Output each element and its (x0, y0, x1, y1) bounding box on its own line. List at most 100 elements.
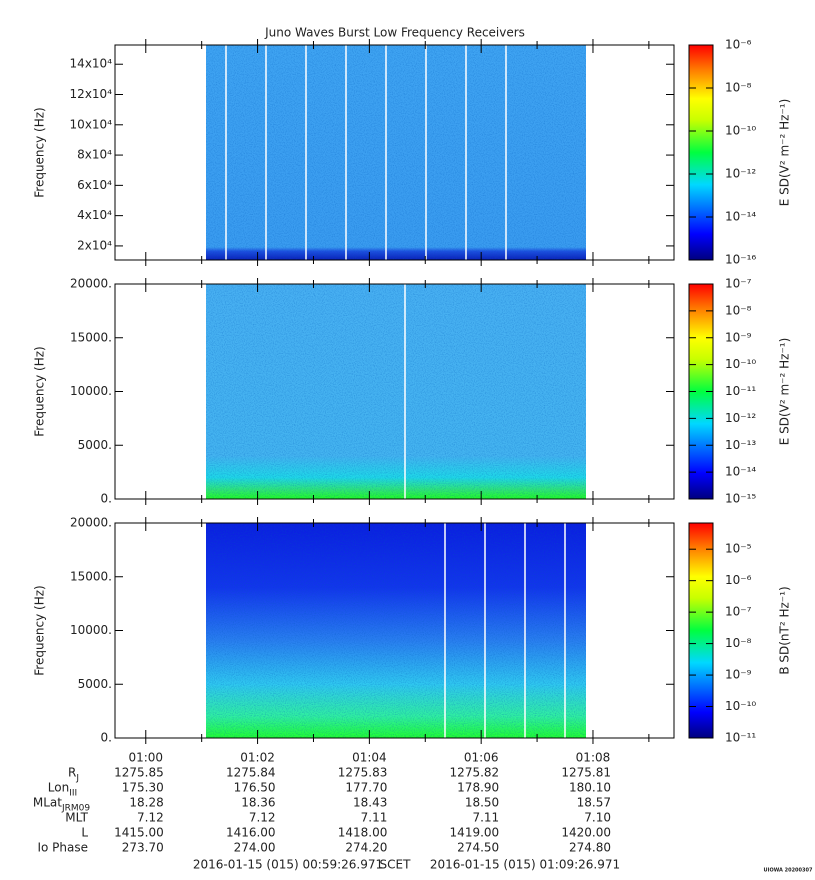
colorbar (688, 44, 714, 261)
ephemeris-value: 175.30 (122, 781, 164, 795)
y-tick-label: 15000. (70, 569, 112, 583)
y-tick-label: 12x10⁴ (70, 87, 113, 101)
y-tick-label: 5000. (78, 677, 112, 691)
y-tick-label: 4x10⁴ (77, 208, 112, 222)
row-label-sub: III (69, 789, 77, 799)
ephemeris-value: 176.50 (234, 781, 276, 795)
x-tick-label: 01:02 (240, 751, 275, 765)
ephemeris-value: 7.11 (361, 811, 388, 825)
ephemeris-value: 180.10 (569, 781, 611, 795)
ephemeris-value: 1275.85 (114, 766, 164, 780)
colorbar-tick-label: 10⁻¹² (725, 411, 756, 425)
y-tick-label: 2x10⁴ (77, 238, 112, 252)
ephemeris-value: 7.12 (137, 811, 164, 825)
colorbar-tick-label: 10⁻¹⁴ (725, 210, 756, 224)
ephemeris-value: 273.70 (122, 841, 164, 855)
y-tick-label: 8x10⁴ (77, 148, 112, 162)
y-axis-label: Frequency (Hz) (33, 107, 47, 198)
colorbar-tick-label: 10⁻¹⁰ (725, 124, 756, 138)
spectrogram-texture (206, 523, 586, 738)
figure-title: Juno Waves Burst Low Frequency Receivers (264, 26, 525, 40)
x-tick-label: 01:06 (464, 751, 499, 765)
row-label: R (68, 766, 76, 780)
ephemeris-value: 1418.00 (338, 826, 388, 840)
time-label: SCET (380, 858, 412, 872)
row-label: L (81, 826, 88, 840)
y-tick-label: 20000. (70, 516, 112, 530)
colorbar-tick-label: 10⁻¹³ (725, 438, 756, 452)
colorbar-label: E SD(V² m⁻² Hz⁻¹) (778, 338, 792, 446)
ephemeris-value: 18.36 (241, 796, 275, 810)
ephemeris-value: 1275.81 (561, 766, 611, 780)
ephemeris-value: 7.11 (472, 811, 499, 825)
y-axis-label: Frequency (Hz) (33, 585, 47, 676)
ephemeris-value: 7.12 (249, 811, 276, 825)
colorbar-tick-label: 10⁻¹⁵ (725, 492, 756, 506)
row-label: MLT (65, 811, 88, 825)
y-tick-label: 14x10⁴ (70, 57, 113, 71)
row-label: MLat (33, 796, 62, 810)
y-tick-label: 0. (101, 731, 112, 745)
colorbar-tick-label: 10⁻⁶ (725, 38, 752, 52)
ephemeris-value: 7.10 (584, 811, 611, 825)
colorbar-tick-label: 10⁻⁶ (725, 573, 752, 587)
time-end: 2016-01-15 (015) 01:09:26.971 (430, 858, 620, 872)
ephemeris-value: 1275.83 (338, 766, 388, 780)
ephemeris-value: 18.50 (465, 796, 499, 810)
ephemeris-value: 1420.00 (561, 826, 611, 840)
colorbar-tick-label: 10⁻¹⁶ (725, 253, 756, 267)
plot-frame (114, 44, 675, 261)
y-tick-label: 0. (101, 492, 112, 506)
colorbar-tick-label: 10⁻⁹ (725, 668, 752, 682)
ephemeris-value: 274.00 (234, 841, 276, 855)
colorbar-tick-label: 10⁻⁵ (725, 542, 752, 556)
colorbar-tick-label: 10⁻¹¹ (725, 384, 756, 398)
ephemeris-value: 177.70 (345, 781, 387, 795)
ephemeris-value: 274.20 (345, 841, 387, 855)
ephemeris-value: 1419.00 (450, 826, 500, 840)
row-label-sub: JRM09 (61, 804, 90, 814)
x-tick-label: 01:04 (352, 751, 387, 765)
y-tick-label: 6x10⁴ (77, 178, 112, 192)
credit: UIOWA 20200307 (764, 868, 813, 874)
spectrogram-texture (206, 284, 586, 499)
y-tick-label: 10000. (70, 623, 112, 637)
ephemeris-value: 1416.00 (226, 826, 276, 840)
colorbar-tick-label: 10⁻⁸ (725, 636, 752, 650)
spectrogram-texture (206, 45, 586, 260)
colorbar-tick-label: 10⁻⁷ (725, 605, 752, 619)
ephemeris-value: 18.28 (129, 796, 163, 810)
x-tick-label: 01:00 (128, 751, 163, 765)
y-tick-label: 10x10⁴ (70, 117, 113, 131)
colorbar-tick-label: 10⁻⁸ (725, 303, 752, 317)
colorbar-tick-label: 10⁻⁸ (725, 81, 752, 95)
x-tick-label: 01:08 (576, 751, 611, 765)
row-label: Io Phase (37, 841, 88, 855)
colorbar-label: B SD(nT² Hz⁻¹) (778, 586, 792, 674)
row-label-sub: J (75, 774, 79, 784)
ephemeris-value: 18.43 (353, 796, 387, 810)
colorbar-tick-label: 10⁻⁹ (725, 330, 752, 344)
ephemeris-value: 1415.00 (114, 826, 164, 840)
y-tick-label: 15000. (70, 330, 112, 344)
ephemeris-value: 178.90 (457, 781, 499, 795)
y-tick-label: 10000. (70, 384, 112, 398)
y-axis-label: Frequency (Hz) (33, 346, 47, 437)
colorbar-label: E SD(V² m⁻² Hz⁻¹) (778, 99, 792, 207)
ephemeris-value: 1275.82 (450, 766, 500, 780)
row-label: Lon (48, 781, 69, 795)
colorbar-tick-label: 10⁻¹⁰ (725, 699, 756, 713)
colorbar-tick-label: 10⁻¹⁰ (725, 357, 756, 371)
ephemeris-value: 18.57 (577, 796, 611, 810)
time-start: 2016-01-15 (015) 00:59:26.971 (193, 858, 383, 872)
colorbar-tick-label: 10⁻⁷ (725, 277, 752, 291)
ephemeris-value: 1275.84 (226, 766, 276, 780)
ephemeris-value: 274.50 (457, 841, 499, 855)
colorbar-tick-label: 10⁻¹⁴ (725, 465, 756, 479)
colorbar-tick-label: 10⁻¹¹ (725, 731, 756, 745)
ephemeris-value: 274.80 (569, 841, 611, 855)
y-tick-label: 20000. (70, 277, 112, 291)
colorbar-tick-label: 10⁻¹² (725, 167, 756, 181)
colorbar (688, 522, 714, 739)
